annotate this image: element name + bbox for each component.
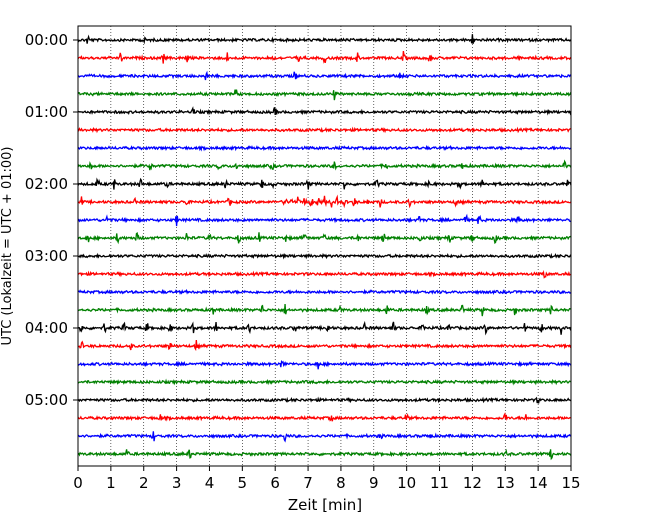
trace-0530 [77, 431, 572, 443]
y-tick-label-2: 02:00 [25, 175, 68, 193]
y-axis-title: UTC (Lokalzeit = UTC + 01:00) [0, 147, 15, 346]
x-tick-label-7: 7 [303, 474, 313, 492]
trace-0115 [77, 126, 572, 134]
x-tick-label-8: 8 [336, 474, 346, 492]
trace-0015 [77, 50, 572, 64]
trace-0200 [77, 177, 572, 190]
trace-0315 [77, 269, 572, 279]
y-tick-label-1: 01:00 [25, 103, 68, 121]
x-tick-label-4: 4 [205, 474, 215, 492]
x-tick-label-3: 3 [172, 474, 182, 492]
trace-0145 [77, 159, 572, 171]
x-tick-label-0: 0 [73, 474, 83, 492]
trace-0130 [77, 144, 572, 152]
trace-0245 [77, 231, 572, 245]
traces [77, 34, 572, 461]
y-tick-label-4: 04:00 [25, 319, 68, 337]
x-tick-label-9: 9 [369, 474, 379, 492]
x-tick-label-2: 2 [139, 474, 149, 492]
x-tick-label-6: 6 [270, 474, 280, 492]
trace-0000 [77, 34, 572, 45]
trace-0330 [77, 288, 572, 296]
trace-0400 [77, 320, 572, 336]
trace-0230 [77, 213, 572, 227]
x-tick-label-13: 13 [496, 474, 515, 492]
x-axis: 0 1 2 3 4 5 6 7 8 9 10 11 12 13 14 15 [73, 466, 581, 492]
x-tick-label-15: 15 [561, 474, 580, 492]
y-tick-label-3: 03:00 [25, 247, 68, 265]
x-axis-title: Zeit [min] [288, 496, 362, 514]
trace-0415 [77, 339, 572, 352]
trace-0430 [77, 359, 572, 370]
x-tick-label-10: 10 [397, 474, 416, 492]
trace-0515 [77, 412, 572, 422]
x-tick-label-11: 11 [430, 474, 449, 492]
trace-0045 [77, 89, 572, 101]
gridlines [110, 26, 539, 466]
trace-0100 [77, 106, 572, 116]
trace-0445 [77, 378, 572, 386]
y-tick-label-5: 05:00 [25, 391, 68, 409]
trace-0545 [77, 448, 572, 461]
y-axis: 00:00 01:00 02:00 03:00 04:00 05:00 [25, 31, 78, 409]
x-tick-label-12: 12 [463, 474, 482, 492]
x-tick-label-1: 1 [106, 474, 116, 492]
x-tick-label-5: 5 [238, 474, 248, 492]
plot-frame [77, 25, 572, 467]
trace-0030 [77, 70, 572, 81]
trace-0215 [77, 194, 572, 209]
x-tick-label-14: 14 [529, 474, 548, 492]
y-tick-label-0: 00:00 [25, 31, 68, 49]
trace-0500 [77, 396, 572, 404]
trace-0345 [77, 303, 572, 317]
trace-0300 [77, 252, 572, 260]
